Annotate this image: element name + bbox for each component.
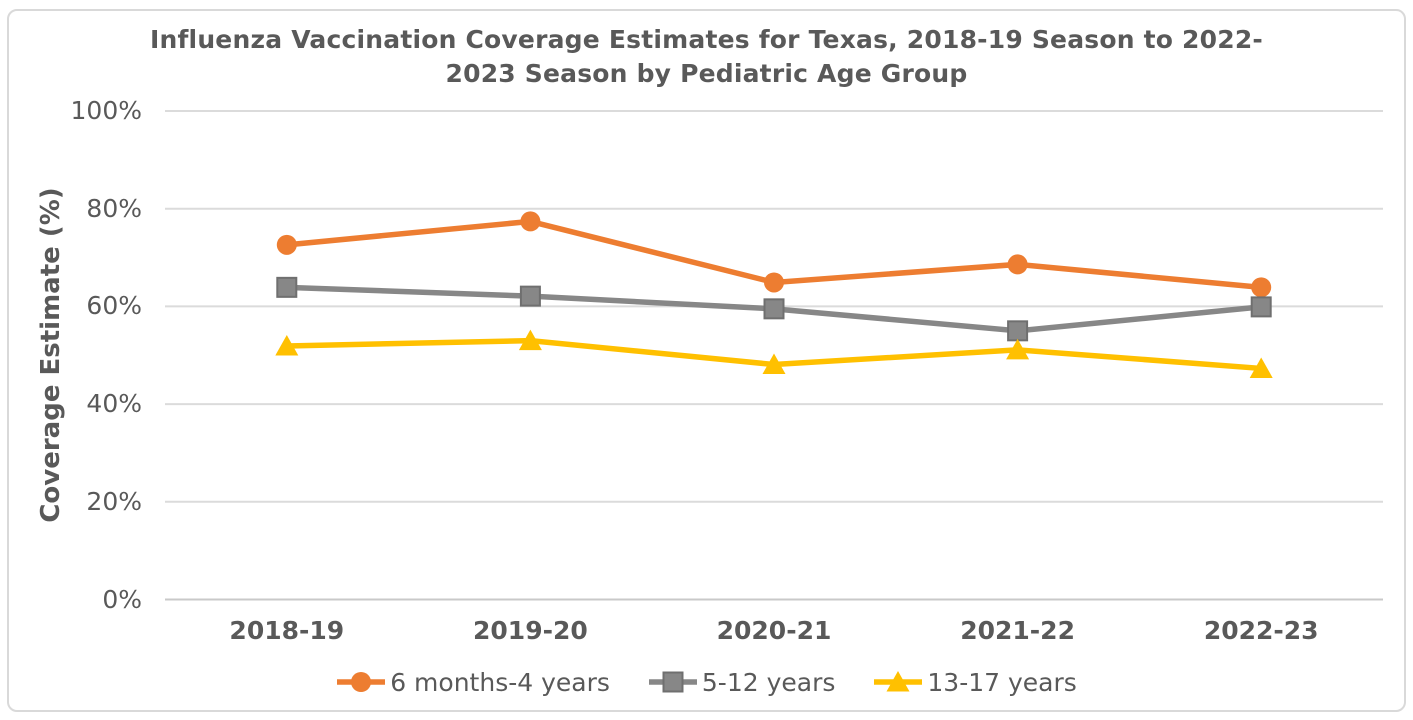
data-point-triangle (1006, 338, 1030, 360)
data-point-square (662, 671, 684, 693)
chart-title: Influenza Vaccination Coverage Estimates… (0, 23, 1413, 91)
chart-title-line2: 2023 Season by Pediatric Age Group (445, 59, 968, 88)
x-tick-label-2022-23: 2022-23 (1203, 616, 1319, 645)
data-point-square (1250, 296, 1272, 318)
legend-label: 5-12 years (701, 667, 836, 697)
data-point-square (519, 285, 541, 307)
x-tick-label-2019-20: 2019-20 (473, 616, 588, 645)
data-point-square (763, 298, 785, 320)
data-point-circle (520, 211, 541, 232)
series-6-months-4-years (276, 211, 1272, 298)
legend-circle-marker-icon (337, 672, 386, 692)
y-tick-label-80%: 80% (86, 193, 142, 223)
data-point-triangle (518, 329, 542, 351)
gridlines (165, 110, 1383, 601)
x-tick-label-2018-19: 2018-19 (229, 616, 345, 645)
chart-title-line1: Influenza Vaccination Coverage Estimates… (149, 25, 1264, 54)
legend-item-5-12-years: 5-12 years (648, 668, 835, 697)
legend-triangle-marker-icon (874, 671, 923, 692)
legend-label: 13-17 years (927, 667, 1077, 697)
legend-item-6-months-4-years: 6 months-4 years (336, 668, 610, 697)
chart-legend: 6 months-4 years 5-12 years 13-17 years (0, 661, 1413, 703)
legend-label: 6 months-4 years (390, 667, 610, 697)
data-point-triangle (1249, 357, 1273, 378)
series-13-17-years (275, 329, 1273, 378)
y-axis-title-text: Coverage Estimate (%) (36, 187, 66, 523)
data-point-square (1007, 320, 1029, 342)
data-point-circle (1007, 254, 1028, 275)
x-tick-label-2020-21: 2020-21 (716, 616, 832, 645)
y-tick-label-20%: 20% (86, 486, 142, 516)
y-tick-label-60%: 60% (86, 291, 142, 321)
data-point-triangle (886, 671, 910, 692)
data-point-circle (351, 672, 372, 692)
legend-square-marker-icon (648, 671, 697, 693)
data-point-triangle (275, 334, 299, 356)
legend-item-13-17-years: 13-17 years (873, 667, 1077, 697)
data-point-circle (276, 234, 297, 255)
y-tick-label-100%: 100% (70, 96, 142, 125)
data-point-circle (764, 272, 784, 293)
series-5-12-years (276, 276, 1272, 342)
y-tick-label-40%: 40% (86, 389, 142, 419)
data-point-triangle (762, 353, 786, 375)
data-point-square (276, 276, 298, 298)
y-tick-label-0%: 0% (102, 584, 142, 614)
data-point-circle (1251, 277, 1272, 298)
x-tick-label-2021-22: 2021-22 (960, 616, 1075, 645)
